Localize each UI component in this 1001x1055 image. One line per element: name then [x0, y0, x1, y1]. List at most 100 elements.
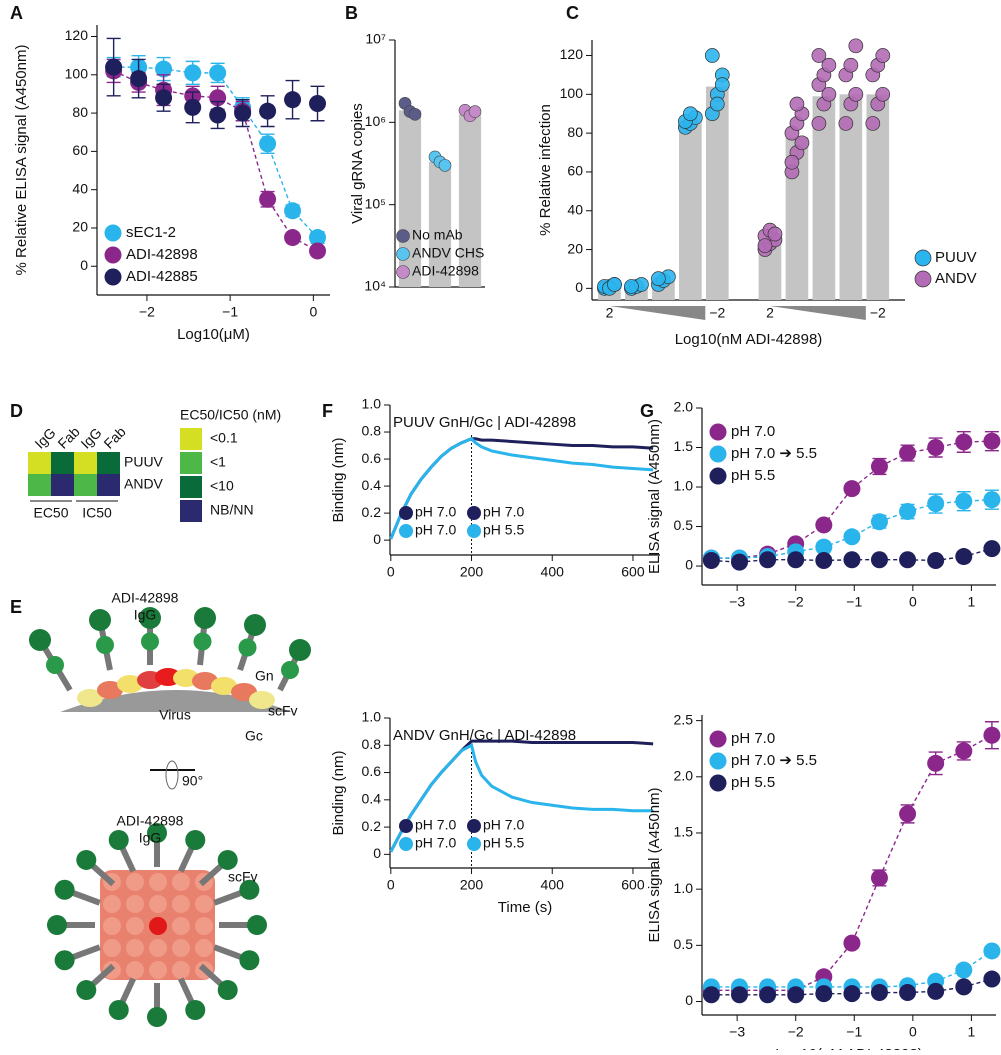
y-tick-label: 1.5	[674, 438, 694, 454]
glycoprotein	[103, 917, 121, 935]
x-tick-label: −1	[222, 304, 238, 320]
legend-label: ANDV	[935, 270, 977, 287]
legend-label: pH 7.0	[731, 423, 775, 440]
x-tick-label: 0	[387, 877, 395, 893]
x-tick-label: 600	[621, 877, 645, 893]
x-axis-label: Time (s)	[498, 899, 552, 916]
x-tick-label: −2	[788, 1024, 804, 1040]
legend-label: <10	[210, 478, 234, 494]
panel-label: C	[566, 3, 579, 23]
replicate-point	[789, 96, 805, 112]
data-point	[284, 91, 302, 109]
x-tick-label: 600	[621, 564, 645, 580]
x-tick-label: −2	[709, 305, 725, 321]
panel-label: A	[10, 3, 23, 23]
data-point	[843, 934, 861, 952]
legend-swatch	[180, 500, 202, 522]
x-tick-label: 1	[968, 1024, 976, 1040]
antibody-domain	[185, 830, 206, 851]
glycoprotein	[172, 873, 190, 891]
y-axis-label: ELISA signal (A450nm)	[646, 787, 663, 942]
y-tick-label: 0	[80, 257, 88, 273]
x-tick-label: 2	[766, 305, 774, 321]
antibody-domain	[194, 607, 216, 629]
data-point	[983, 942, 1001, 960]
heatmap-cell	[51, 452, 74, 474]
replicate-point	[468, 105, 482, 118]
concentration-wedge	[609, 306, 706, 320]
y-tick-label: 0.2	[362, 818, 382, 834]
data-point	[927, 552, 945, 570]
legend-swatch	[396, 229, 410, 243]
data-point	[899, 984, 917, 1002]
y-axis-label: Viral gRNA copies	[349, 103, 366, 224]
antibody-domain	[96, 636, 114, 654]
legend-label: pH 7.0	[415, 522, 456, 538]
data-point	[284, 202, 302, 220]
legend-swatch	[709, 752, 727, 770]
data-point	[870, 457, 888, 475]
legend-swatch	[709, 445, 727, 463]
glycoprotein	[172, 961, 190, 979]
legend-swatch	[709, 423, 727, 441]
concentration-wedge	[769, 306, 866, 320]
y-tick-label: 1.0	[362, 396, 382, 412]
data-point	[309, 242, 327, 260]
antibody-domain	[54, 879, 75, 900]
panel-label: B	[345, 3, 358, 23]
label-virus: Virus	[159, 707, 191, 723]
heatmap-cell	[28, 474, 51, 496]
data-point	[787, 551, 805, 569]
data-point	[184, 64, 202, 82]
legend-label: No mAb	[412, 227, 463, 243]
heatmap-cell	[97, 452, 120, 474]
data-point	[130, 70, 148, 88]
data-point	[955, 548, 973, 566]
legend-label: ADI-42898	[126, 246, 198, 263]
legend-label: NB/NN	[210, 502, 254, 518]
replicate-point	[757, 238, 773, 254]
y-tick-label: 20	[567, 240, 583, 256]
antibody-domain	[76, 980, 97, 1001]
legend-swatch	[467, 819, 481, 833]
label-antibody: IgG	[134, 607, 157, 623]
y-tick-label: 80	[567, 124, 583, 140]
bar	[428, 161, 452, 287]
y-tick-label: 0	[575, 279, 583, 295]
bar	[812, 96, 836, 301]
x-tick-label: 0	[387, 564, 395, 580]
legend-label: pH 7.0 ➔ 5.5	[731, 752, 817, 769]
data-point	[870, 551, 888, 569]
heatmap-cell	[51, 474, 74, 496]
data-point	[759, 986, 777, 1004]
antibody-domain	[141, 632, 159, 651]
data-point	[927, 754, 945, 772]
data-point	[955, 742, 973, 760]
y-tick-label: 1.0	[674, 478, 694, 494]
y-tick-label: 0.8	[362, 423, 382, 439]
data-point	[259, 135, 277, 153]
data-point	[184, 98, 202, 116]
y-tick-label: 0	[685, 557, 693, 573]
legend-swatch	[104, 268, 122, 286]
data-point	[955, 433, 973, 451]
antibody-domain	[281, 661, 299, 679]
x-tick-label: −2	[788, 594, 804, 610]
x-tick-label: −2	[139, 304, 155, 320]
y-tick-label: 60	[567, 163, 583, 179]
x-tick-label: 400	[541, 877, 565, 893]
x-tick-label: −2	[870, 305, 886, 321]
data-point	[899, 503, 917, 521]
y-tick-label: 100	[560, 85, 584, 101]
antibody-domain	[185, 999, 206, 1020]
data-point	[702, 552, 720, 570]
y-tick-label: 1.0	[674, 880, 694, 896]
legend-swatch	[180, 452, 202, 474]
label-scfv: scFv	[228, 869, 258, 885]
chart-title: ANDV GnH/Gc | ADI-42898	[393, 727, 576, 744]
glycoprotein	[249, 691, 275, 709]
column-label: Fab	[100, 423, 129, 452]
series-line	[113, 66, 319, 239]
y-tick-label: 10⁶	[365, 113, 386, 129]
